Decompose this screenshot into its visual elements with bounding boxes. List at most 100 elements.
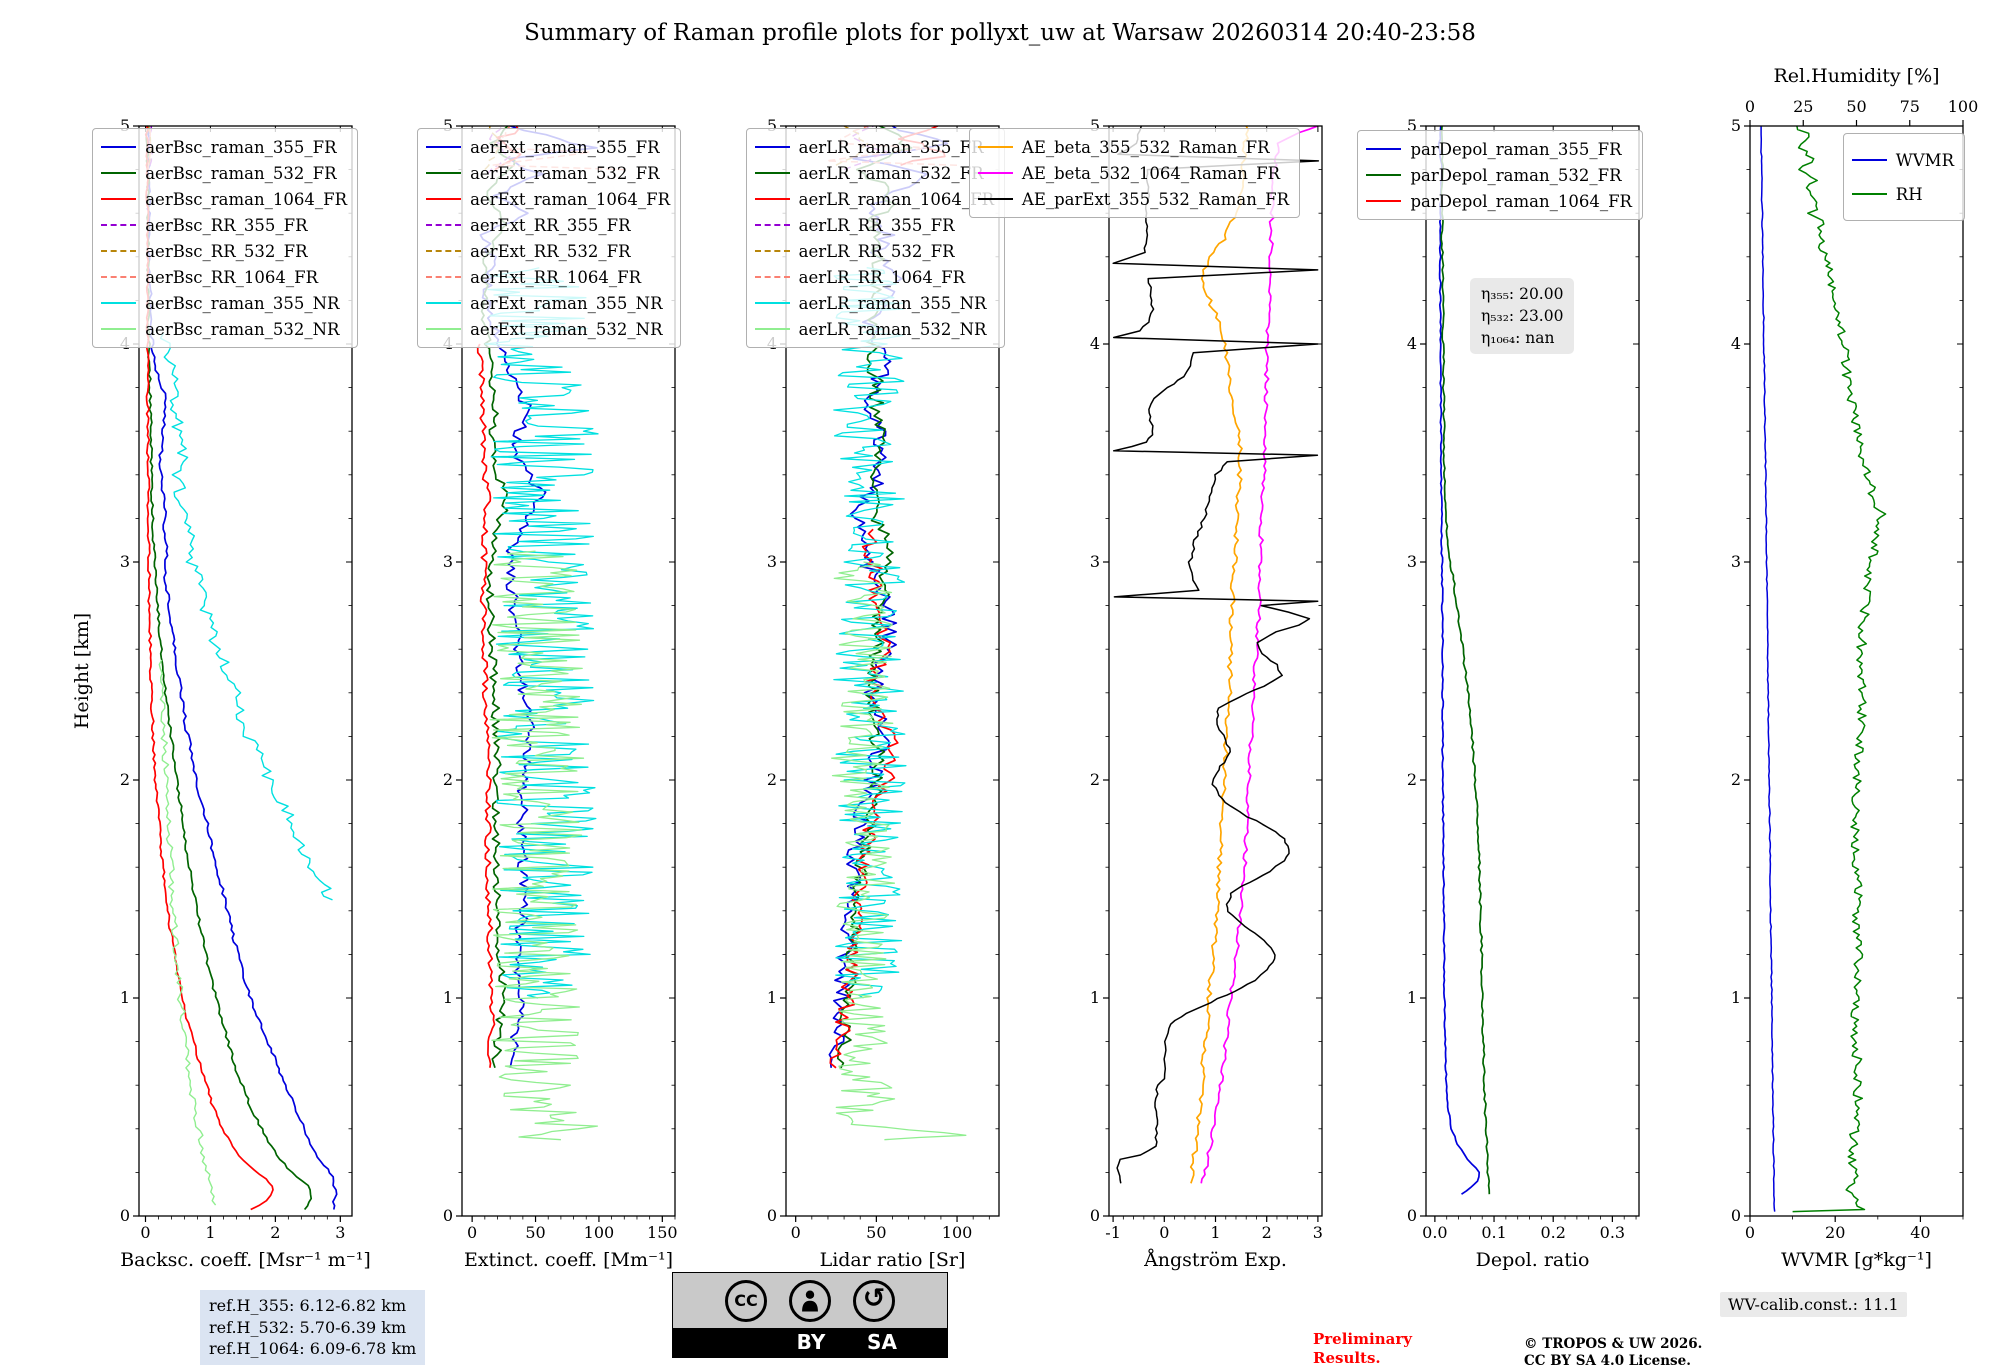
series-parDepol_raman_355_FR [1437,126,1481,1195]
y-tick-label: 1 [443,988,453,1007]
panel-wvmr: 0 20 40 0 1 2 3 4 5 WVMR [g*kg⁻¹] 0 25 50 75 100 Rel.Hu… [1731,65,1978,1271]
legend-label: parDepol_raman_355_FR [1410,139,1622,159]
y-tick-label: 4 [1407,334,1417,353]
xlabel-extinction: Extinct. coeff. [Mm⁻¹] [464,1249,673,1271]
y-tick-label: 4 [1731,334,1741,353]
legend-line-sample [101,328,137,330]
legend-entry: aerLR_raman_1064_FR [754,186,994,212]
x-tick-label: 1 [205,1223,215,1242]
series-group-wvmr [1760,126,1887,1213]
legend-entry: aerExt_raman_532_FR [426,160,670,186]
eta-annotation: η₃₅₅: 20.00 η₅₃₂: 23.00 η₁₀₆₄: nan [1470,278,1575,354]
legend-lidar_ratio: aerLR_raman_355_FR aerLR_raman_532_FR aerL… [745,128,1005,348]
ref-height-532: ref.H_532: 5.70-6.39 km [209,1317,407,1337]
y-tick-label: 1 [1731,988,1741,1007]
legend-entry: aerBsc_RR_532_FR [101,238,347,264]
cc-badge-icons: CC ↺ [673,1273,947,1328]
xlabel-backscatter: Backsc. coeff. [Msr⁻¹ m⁻¹] [120,1249,371,1271]
legend-line-sample [101,146,137,148]
x-tick-label: 0 [1159,1223,1169,1242]
legend-entry: aerExt_raman_355_NR [426,290,670,316]
legend-entry: aerBsc_raman_532_NR [101,316,347,342]
legend-entry: aerExt_raman_355_FR [426,134,670,160]
legend-label: aerExt_raman_355_FR [470,137,660,157]
legend-label: aerBsc_raman_1064_FR [145,189,347,209]
axes-angstrom [1103,125,1323,1222]
legend-line-sample [977,146,1013,148]
legend-line-sample [754,172,790,174]
y-tick-label: 2 [767,770,777,789]
preliminary-note: Preliminary Results. [1313,1330,1412,1367]
cc-logo-icon: CC [725,1279,767,1322]
x-tick-label: 0.0 [1422,1223,1447,1242]
top-xlabel-wvmr: Rel.Humidity [%] [1773,65,1939,87]
legend-entry: aerExt_raman_1064_FR [426,186,670,212]
legend-entry: aerLR_raman_355_FR [754,134,994,160]
ref-height-355: ref.H_355: 6.12-6.82 km [209,1296,407,1315]
x-tick-label: 0.2 [1540,1223,1565,1242]
legend-label: AE_parExt_355_532_Raman_FR [1021,189,1289,209]
top-x-tick-label: 25 [1793,97,1813,116]
legend-entry: aerBsc_raman_1064_FR [101,186,347,212]
xlabel-lidar_ratio: Lidar ratio [Sr] [820,1249,966,1271]
copyright-note: © TROPOS & UW 2026. CC BY SA 4.0 License… [1524,1336,1703,1369]
legend-label: parDepol_raman_1064_FR [1410,191,1632,211]
y-tick-label: 0 [1407,1206,1417,1225]
x-tick-label: 2 [270,1223,280,1242]
legend-entry: WVMR [1851,147,1954,173]
legend-entry: AE_parExt_355_532_Raman_FR [977,186,1289,212]
panel-backscatter: 0123012345Backsc. coeff. [Msr⁻¹ m⁻¹] [120,116,371,1271]
legend-line-sample [1851,159,1887,161]
y-tick-label: 0 [767,1206,777,1225]
y-tick-label: 3 [120,552,130,571]
x-tick-label: 0 [140,1223,150,1242]
legend-label: aerLR_RR_532_FR [798,241,955,261]
legend-label: aerLR_raman_532_NR [798,319,987,339]
y-tick-label: 5 [120,116,130,135]
legend-entry: aerExt_RR_355_FR [426,212,670,238]
legend-entry: aerBsc_RR_355_FR [101,212,347,238]
legend-label: parDepol_raman_532_FR [1410,165,1622,185]
y-tick-label: 2 [1090,770,1100,789]
legend-line-sample [426,146,462,148]
y-tick-label: 3 [1731,552,1741,571]
legend-label: aerLR_RR_1064_FR [798,267,966,287]
legend-label: aerExt_raman_532_NR [470,319,663,339]
legend-label: aerExt_raman_1064_FR [470,189,670,209]
x-tick-label: 0 [467,1223,477,1242]
legend-entry: aerLR_RR_1064_FR [754,264,994,290]
legend-line-sample [977,172,1013,174]
legend-entry: aerLR_raman_532_NR [754,316,994,342]
y-tick-label: 1 [1407,988,1417,1007]
eta-line: η₃₅₅: 20.00 [1481,285,1564,303]
legend-line-sample [977,198,1013,200]
legend-label: aerBsc_raman_532_NR [145,319,340,339]
series-parDepol_raman_532_FR [1440,126,1491,1195]
ylabel: Height [km] [71,613,93,729]
legend-line-sample [754,198,790,200]
top-x-tick-label: 75 [1900,97,1920,116]
xlabel-angstrom: Ångström Exp. [1143,1249,1287,1271]
x-tick-label: 3 [335,1223,345,1242]
y-tick-label: 5 [767,116,777,135]
legend-line-sample [101,172,137,174]
series-aerExt_raman_532_NR [489,550,599,1141]
axes-depol [1420,125,1640,1222]
x-tick-label: 100 [942,1223,973,1242]
cc-by-label: BY [796,1330,826,1354]
y-tick-label: 3 [1090,552,1100,571]
legend-label: aerBsc_raman_532_FR [145,163,337,183]
legend-label: aerBsc_RR_355_FR [145,215,308,235]
ref-height-1064: ref.H_1064: 6.09-6.78 km [209,1339,417,1358]
legend-line-sample [1366,200,1402,202]
panel-depol: 0.0 0.1 0.2 0.3 0 1 2 3 4 5 Depol. ratio [1407,116,1640,1271]
legend-label: WVMR [1895,150,1954,170]
xlabel-wvmr: WVMR [g*kg⁻¹] [1781,1249,1932,1271]
legend-label: aerBsc_raman_355_NR [145,293,340,313]
series-RH [1792,126,1887,1213]
panel-angstrom: -1 0 1 2 3 0 1 2 3 4 5 Ångström Exp. [1090,116,1323,1271]
legend-line-sample [101,276,137,278]
y-tick-label: 4 [1090,334,1100,353]
legend-label: aerBsc_RR_1064_FR [145,267,319,287]
